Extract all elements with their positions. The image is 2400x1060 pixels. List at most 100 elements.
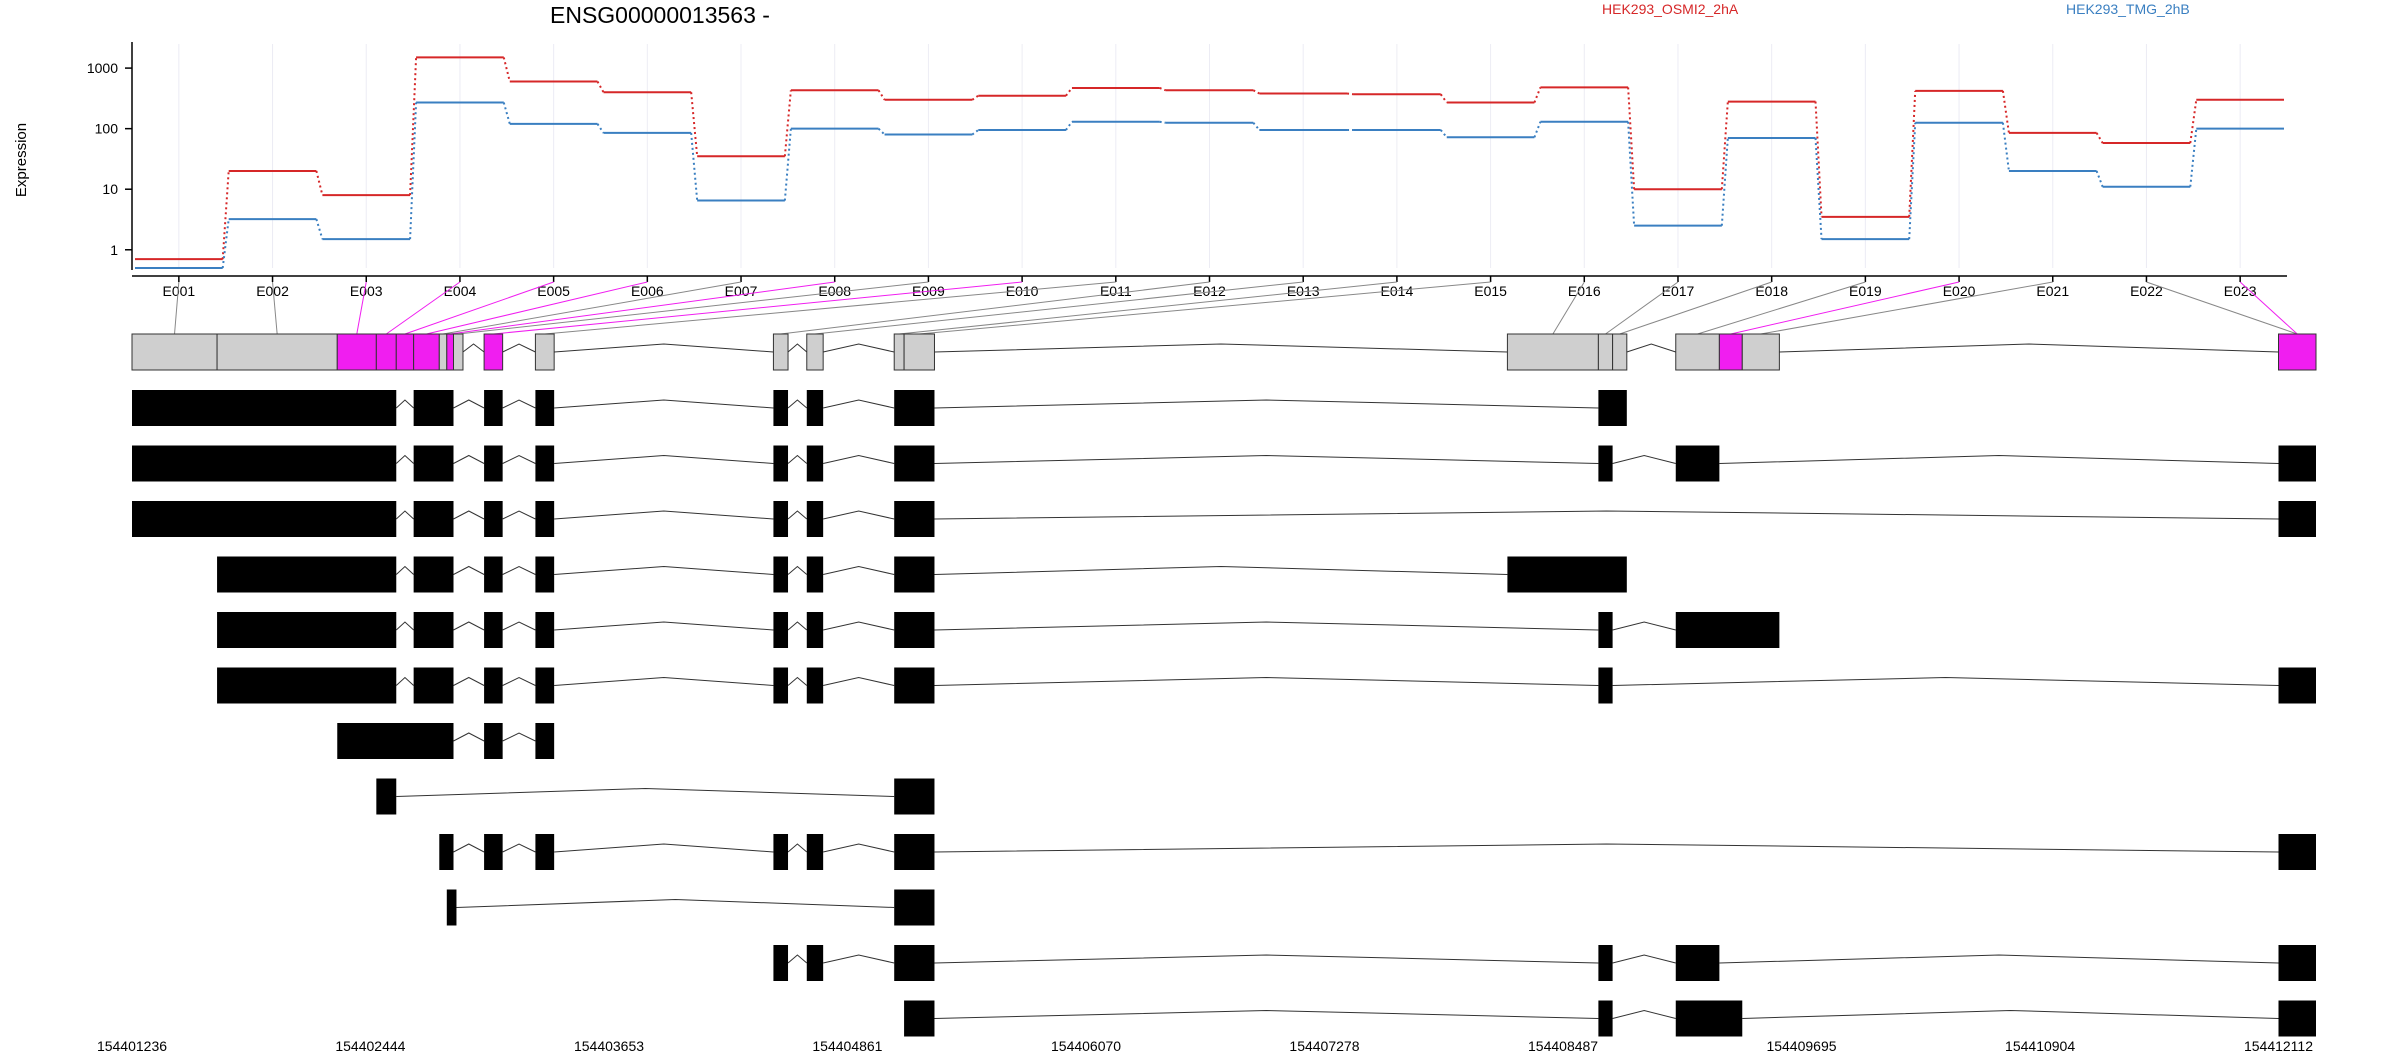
- intron-line: [787, 510, 808, 520]
- intron-line: [395, 676, 414, 686]
- exon-block: [375, 333, 397, 371]
- exon-block: [903, 333, 935, 371]
- coordinate-label: 154402444: [335, 1038, 405, 1054]
- series-connector: [502, 57, 511, 82]
- genomic-coordinate-axis: 154401236 154402444 154403653 154404861 1544…: [97, 1038, 2313, 1054]
- series-connector: [502, 102, 511, 125]
- intron-line: [1719, 454, 2279, 464]
- transcript-exon: [2278, 445, 2316, 482]
- exon-connector-line: [174, 281, 180, 335]
- y-tick-label: 1000: [87, 60, 118, 76]
- transcript-exon: [2278, 667, 2316, 704]
- intron-line: [823, 510, 895, 520]
- intron-line: [453, 843, 485, 853]
- transcript-exon: [773, 945, 789, 981]
- transcript-exon: [484, 501, 503, 537]
- series-connector: [1627, 121, 1636, 226]
- transcript-exon: [773, 834, 789, 870]
- y-tick-label: 10: [102, 181, 118, 197]
- transcript-exon: [773, 501, 789, 537]
- coordinate-label: 154409695: [1766, 1038, 1836, 1054]
- intron-line: [934, 676, 1599, 686]
- intron-line: [1742, 1009, 2279, 1019]
- intron-line: [453, 565, 485, 575]
- transcript-exon: [1675, 612, 1780, 648]
- transcript-exon: [484, 390, 503, 426]
- exon-block: [453, 333, 464, 371]
- transcript-exon: [1675, 1000, 1743, 1037]
- exon-connector-line: [1605, 281, 1679, 335]
- intron-line: [1612, 621, 1676, 631]
- exon-block: [216, 333, 338, 371]
- exon-connector-line: [919, 281, 1491, 335]
- intron-line: [934, 454, 1599, 464]
- transcript-exon: [413, 612, 454, 648]
- transcript-exon: [132, 501, 397, 537]
- intron-line: [787, 399, 808, 409]
- intron-line: [934, 510, 2279, 520]
- x-tick-label: E013: [1287, 283, 1320, 299]
- y-axis-label: Expression: [13, 123, 30, 197]
- transcript-exon: [2278, 945, 2316, 981]
- intron-line: [453, 454, 485, 464]
- series-connector: [1065, 121, 1073, 131]
- transcript-exon: [773, 667, 789, 704]
- transcript-exon: [535, 390, 555, 426]
- transcripts: [132, 390, 2316, 1037]
- transcript-exon: [1598, 390, 1627, 426]
- transcript-exon: [806, 501, 824, 537]
- transcript-exon: [773, 612, 789, 648]
- transcript-exon: [439, 834, 454, 870]
- transcript-exon: [806, 612, 824, 648]
- transcript-exon: [2278, 501, 2316, 537]
- exon-block: [336, 333, 377, 371]
- transcript-exon: [904, 1000, 935, 1037]
- transcript-exon: [484, 834, 503, 870]
- gridlines: [178, 44, 2241, 268]
- y-tick-label: 1: [110, 242, 118, 258]
- coordinate-label: 154401236: [97, 1038, 167, 1054]
- transcript-exon: [894, 834, 935, 870]
- transcript-exon: [132, 390, 397, 426]
- transcript-exon: [1598, 1000, 1613, 1037]
- series-connector: [1252, 122, 1261, 131]
- transcript-exon: [217, 556, 397, 593]
- series-connector: [596, 123, 605, 134]
- exon-connector-line: [426, 281, 648, 335]
- transcript-exon: [535, 445, 555, 482]
- transcript-exon: [413, 556, 454, 593]
- legend-entry: HEK293_OSMI2_2hA: [1602, 1, 1739, 17]
- transcript-row: [773, 945, 2316, 981]
- exon-block: [1597, 333, 1614, 371]
- series-connector: [1439, 93, 1448, 104]
- exon-block: [806, 333, 824, 371]
- y-axis: 1 10 100 1000: [87, 42, 133, 270]
- transcript-exon: [806, 667, 824, 704]
- intron-line: [554, 676, 774, 686]
- series-connector: [1627, 87, 1636, 190]
- exon-block: [772, 333, 789, 371]
- transcript-exon: [806, 390, 824, 426]
- transcript-row: [132, 390, 1627, 426]
- intron-line: [787, 621, 808, 631]
- intron-line: [554, 510, 774, 520]
- exon-block: [534, 333, 555, 371]
- transcript-row: [217, 612, 1780, 648]
- transcript-exon: [806, 834, 824, 870]
- intron-line: [453, 732, 485, 742]
- intron-line: [554, 343, 774, 353]
- transcript-exon: [132, 445, 397, 482]
- series-connector: [596, 81, 605, 93]
- transcript-exon: [535, 834, 555, 870]
- intron-line: [456, 898, 895, 908]
- exon-connector-line: [1552, 281, 1585, 335]
- exon-connector-line: [386, 281, 461, 335]
- intron-line: [823, 843, 895, 853]
- intron-line: [554, 621, 774, 631]
- intron-line: [1719, 954, 2279, 964]
- intron-line: [554, 565, 774, 575]
- coordinate-label: 154406070: [1051, 1038, 1121, 1054]
- intron-line: [502, 732, 536, 742]
- transcript-row: [904, 1000, 2316, 1037]
- intron-line: [1612, 1009, 1676, 1019]
